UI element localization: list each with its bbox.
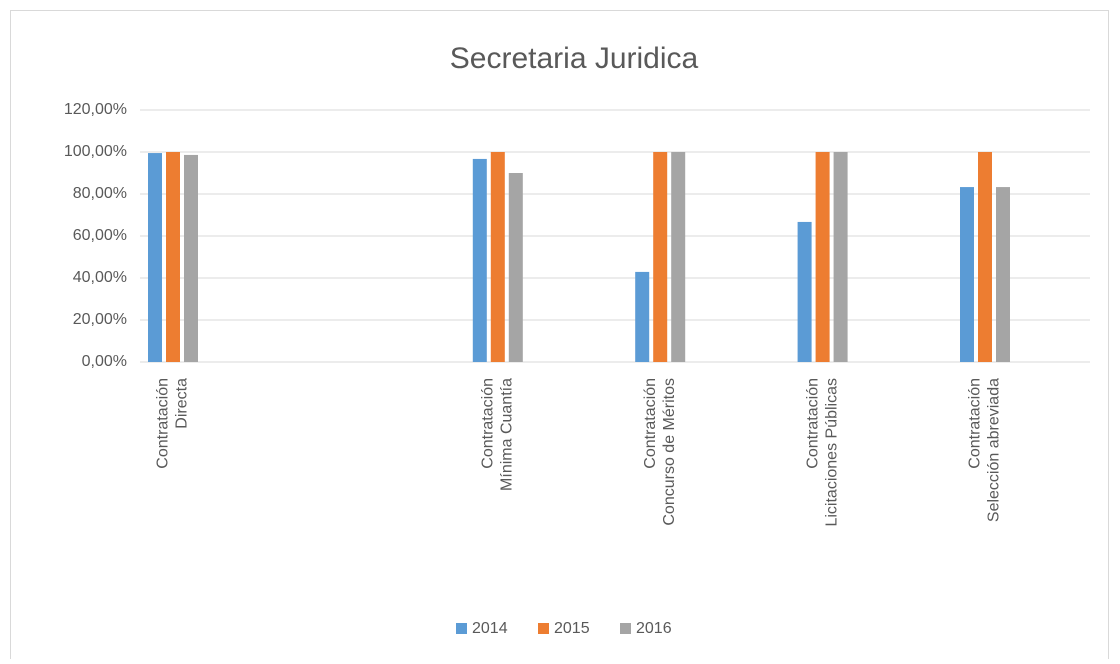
y-tick-label: 20,00%	[73, 311, 127, 328]
bar	[148, 153, 162, 362]
bar	[978, 152, 992, 362]
legend-swatch	[456, 623, 467, 634]
x-tick-label: Directa	[174, 378, 191, 429]
x-tick-label: Selección abreviada	[986, 378, 1003, 522]
bar	[490, 152, 505, 362]
bar	[166, 152, 180, 362]
bar	[508, 173, 523, 362]
y-tick-label: 80,00%	[73, 185, 127, 202]
x-tick-label: Contratación	[804, 378, 821, 469]
bar	[960, 187, 974, 362]
bar	[472, 158, 487, 362]
y-tick-label: 100,00%	[64, 143, 127, 160]
legend-label: 2015	[554, 620, 590, 637]
bar	[833, 152, 848, 362]
x-tick-label: Concurso de Méritos	[661, 378, 678, 526]
y-tick-label: 40,00%	[73, 269, 127, 286]
x-tick-label: Contratación	[642, 378, 659, 469]
x-tick-label: Contratación	[480, 378, 497, 469]
x-tick-label: Contratación	[967, 378, 984, 469]
legend-swatch	[620, 623, 631, 634]
x-tick-label: Mínima Cuantía	[499, 378, 516, 491]
chart-title: Secretaria Juridica	[450, 42, 699, 75]
bar	[797, 221, 812, 362]
y-tick-label: 0,00%	[82, 353, 127, 370]
bar	[184, 154, 198, 362]
bar	[671, 152, 686, 362]
bar	[815, 152, 830, 362]
bar	[635, 271, 650, 362]
legend-swatch	[538, 623, 549, 634]
legend-label: 2014	[472, 620, 508, 637]
legend-label: 2016	[636, 620, 672, 637]
bar	[653, 152, 668, 362]
y-tick-label: 60,00%	[73, 227, 127, 244]
x-tick-label: Contratación	[155, 378, 172, 469]
bar	[996, 187, 1010, 362]
x-tick-label: Licitaciones Públicas	[823, 378, 840, 527]
y-tick-label: 120,00%	[64, 101, 127, 118]
